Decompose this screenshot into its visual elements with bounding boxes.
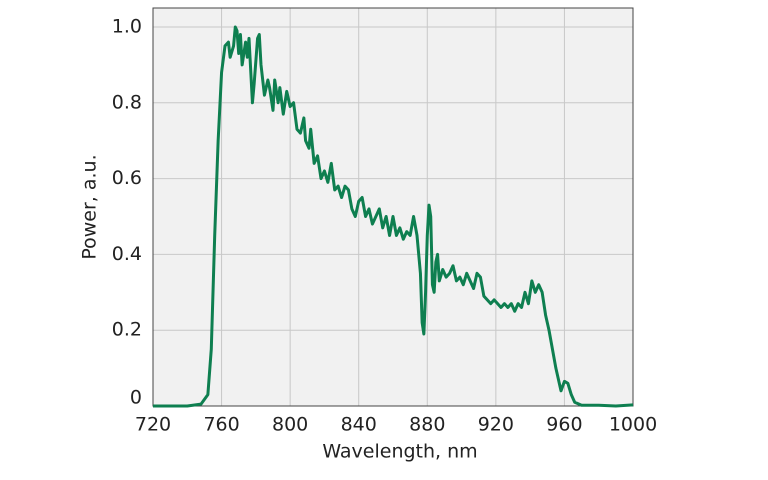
plot-border [152,7,634,407]
x-axis-label: Wavelength, nm [322,441,477,463]
x-tick-label: 920 [478,414,514,436]
x-tick-label: 960 [546,414,582,436]
y-tick-label: 0.4 [112,243,142,265]
x-tick-label: 800 [272,414,308,436]
x-tick-label: 720 [135,414,171,436]
y-tick-label: 0 [130,387,142,409]
y-tick-label: 0.6 [112,167,142,189]
y-tick-label: 0.2 [112,319,142,341]
y-tick-label: 1.0 [112,15,142,37]
x-tick-label: 840 [341,414,377,436]
y-tick-label: 0.8 [112,91,142,113]
y-axis-label: Power, a.u. [79,154,101,259]
line [153,25,634,408]
plot-area [153,8,633,406]
x-tick-label: 880 [409,414,445,436]
x-tick-label: 760 [203,414,239,436]
x-tick-label: 1000 [609,414,657,436]
